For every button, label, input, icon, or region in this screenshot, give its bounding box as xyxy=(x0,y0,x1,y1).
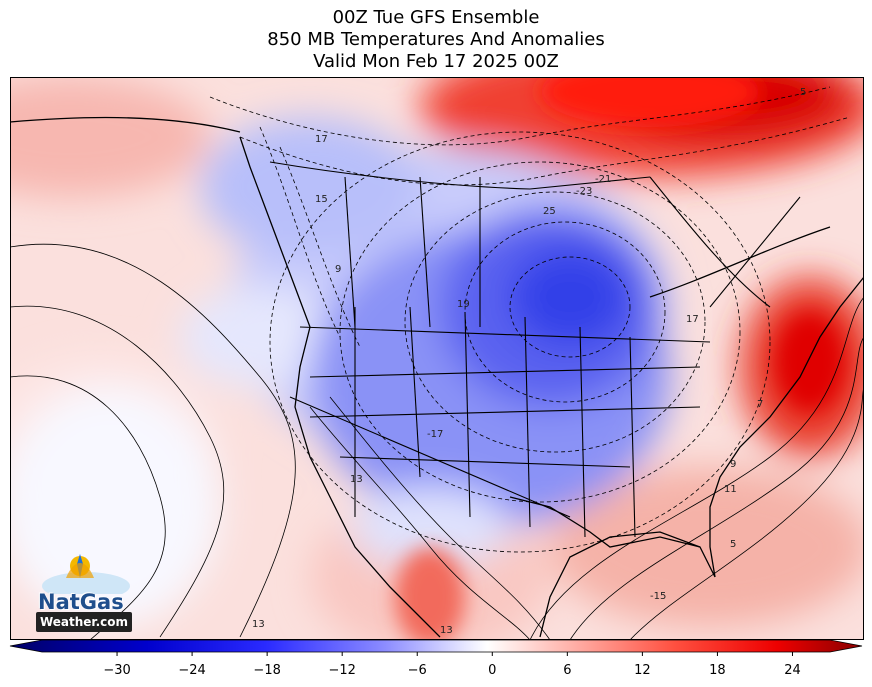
colorbar-tick-label: 6 xyxy=(563,663,571,678)
state-borders xyxy=(269,161,801,538)
contour-label: 19 xyxy=(457,299,470,310)
contour-label: -21 xyxy=(595,174,611,185)
contour-label: -17 xyxy=(427,429,443,440)
contour-label: 9 xyxy=(730,459,736,470)
contour-label: 17 xyxy=(686,314,699,325)
contour-label: 9 xyxy=(335,264,341,275)
colorbar-tick-label: −12 xyxy=(328,663,355,678)
colorbar-gradient xyxy=(9,639,863,653)
anomaly-map: -23 -21 25 19 17 15 13 11 9 7 5 -15 13 -… xyxy=(10,77,864,640)
colorbar-tick-label: 18 xyxy=(709,663,726,678)
coastlines xyxy=(10,116,864,638)
colorbar-tick-label: 12 xyxy=(634,663,651,678)
temperature-contours xyxy=(10,243,864,640)
contour-label: 5 xyxy=(730,539,736,550)
title-line-2: 850 MB Temperatures And Anomalies xyxy=(267,29,605,50)
contour-label: 13 xyxy=(440,625,453,636)
logo-name: NatGas xyxy=(38,590,124,614)
contour-label: 5 xyxy=(800,87,806,98)
contour-label: 17 xyxy=(315,134,328,145)
colorbar-tick-label: −24 xyxy=(178,663,205,678)
sun-flame-icon xyxy=(42,554,130,594)
anomaly-field xyxy=(10,77,864,640)
contour-label: 7 xyxy=(757,399,763,410)
colorbar-tick-label: −6 xyxy=(408,663,427,678)
contour-label: -23 xyxy=(576,186,592,197)
title-line-3: Valid Mon Feb 17 2025 00Z xyxy=(313,51,559,72)
colorbar-tick-label: −18 xyxy=(253,663,280,678)
contour-label: 11 xyxy=(724,484,737,495)
logo-site: Weather.com xyxy=(36,612,132,632)
cold-contours xyxy=(209,86,851,553)
contour-label: 13 xyxy=(252,619,265,630)
colorbar: −30 −24 −18 −12 −6 0 6 12 18 24 xyxy=(9,639,863,678)
colorbar-tick-label: 24 xyxy=(784,663,801,678)
contour-label: 15 xyxy=(315,194,328,205)
title-line-1: 00Z Tue GFS Ensemble xyxy=(332,7,540,28)
colorbar-tick-label: 0 xyxy=(488,663,496,678)
natgasweather-logo: NatGas Weather.com xyxy=(36,548,136,634)
contour-label: 25 xyxy=(543,206,556,217)
contour-label: -15 xyxy=(650,591,666,602)
contour-label: 13 xyxy=(350,474,363,485)
colorbar-tick-label: −30 xyxy=(103,663,130,678)
